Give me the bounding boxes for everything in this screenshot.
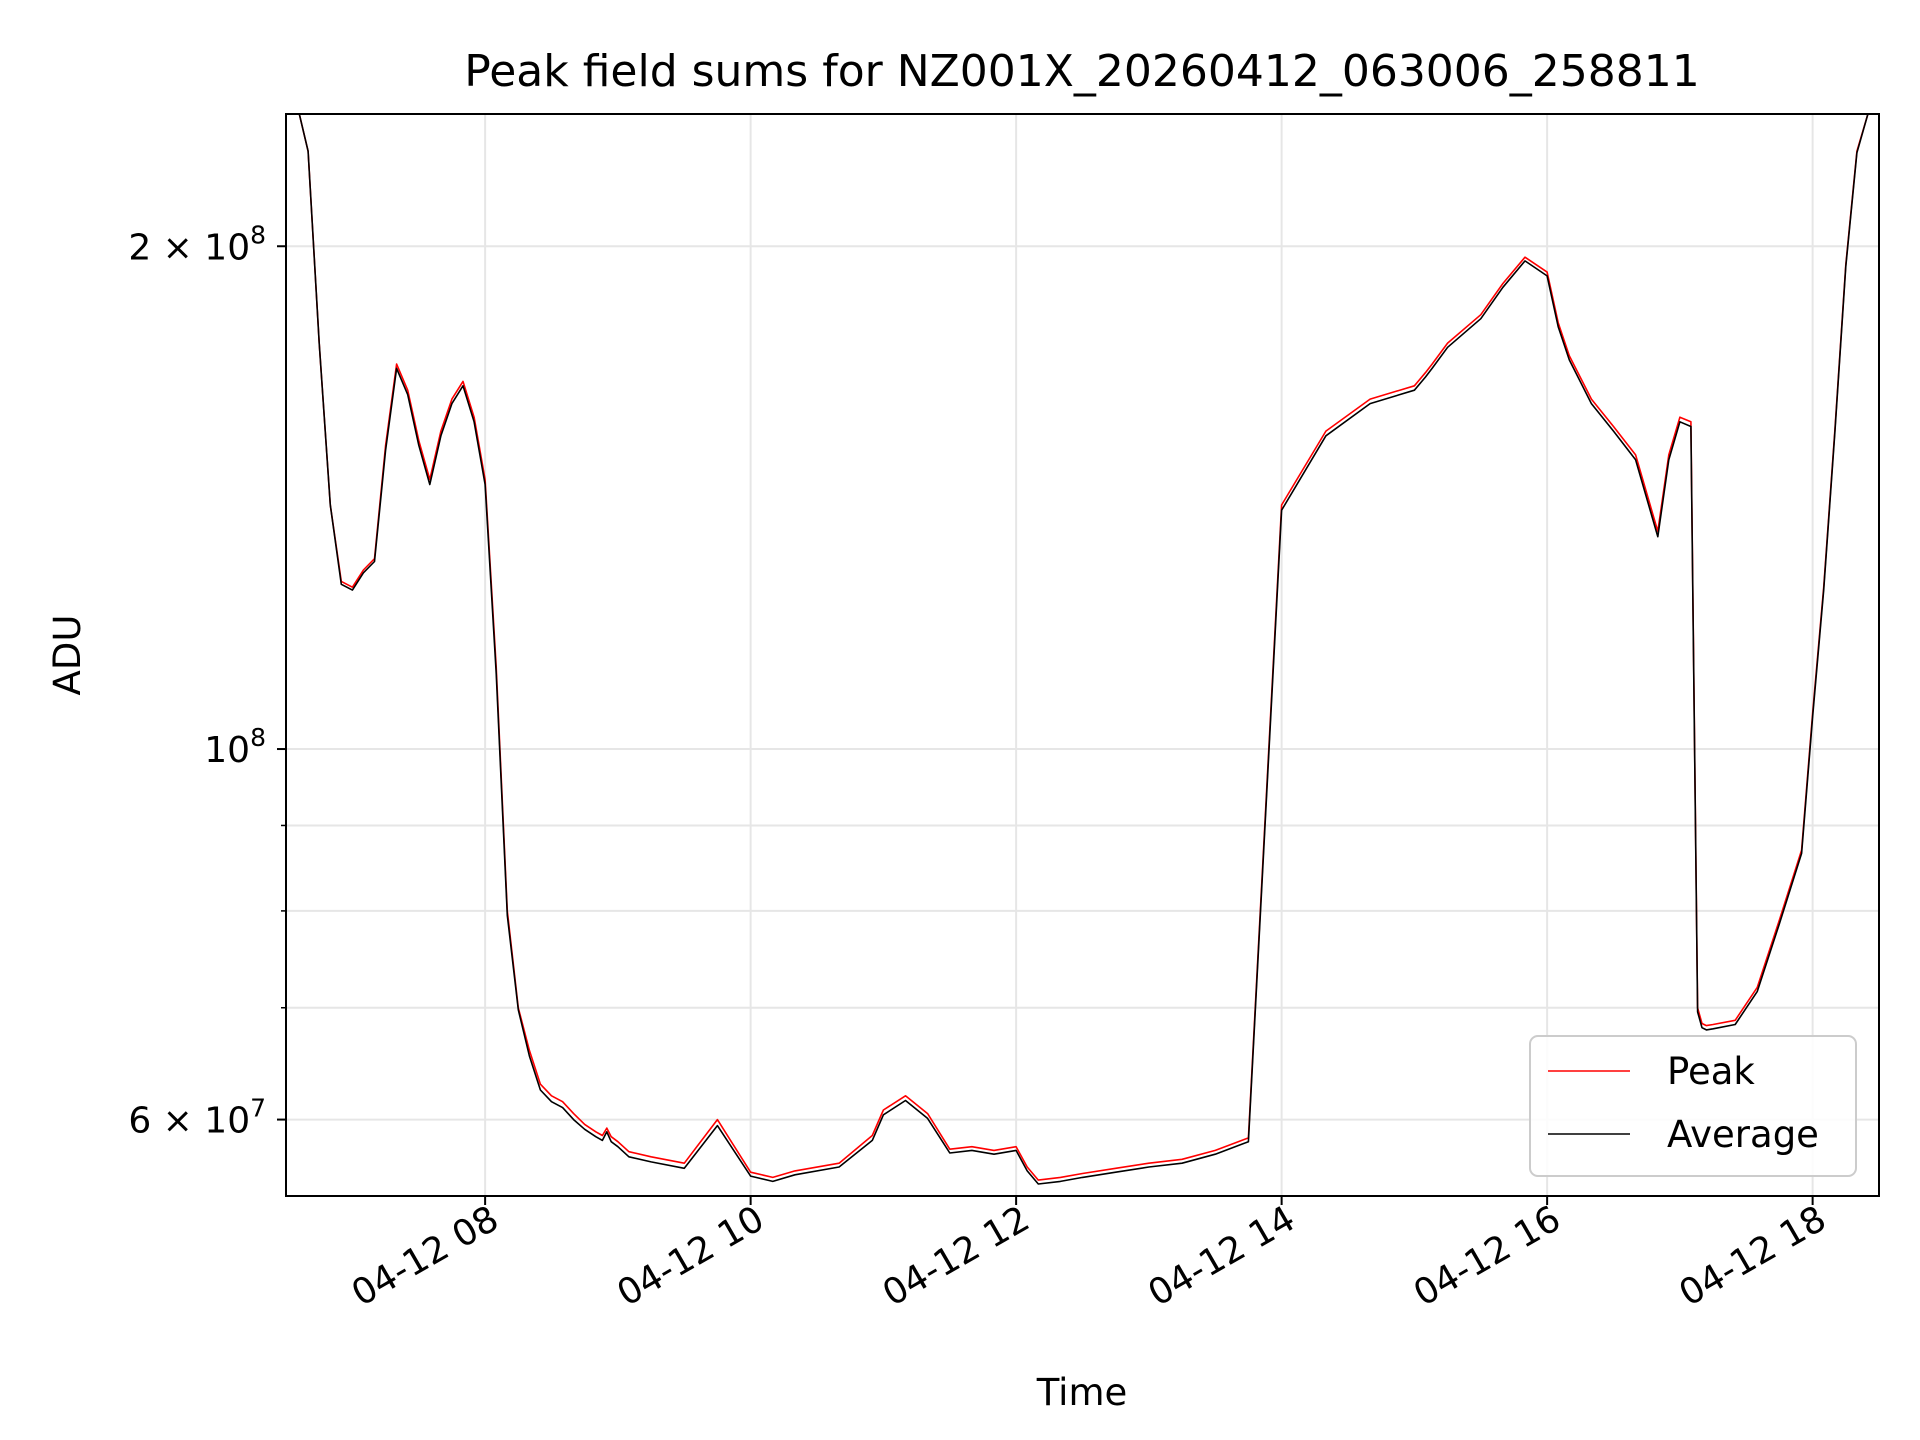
legend: Peak Average [1529, 1035, 1857, 1177]
y-tick-base: 6 × 10 [128, 1101, 250, 1142]
y-tick-label: 6 × 107 [128, 1094, 266, 1142]
chart-title: Peak field sums for NZ001X_20260412_0630… [464, 46, 1700, 97]
series-layer [288, 114, 1869, 1185]
y-tick-base: 2 × 10 [128, 227, 250, 268]
y-tick-exponent: 8 [250, 220, 266, 249]
legend-peak-label: Peak [1667, 1050, 1755, 1093]
y-axis-label: ADU [46, 615, 89, 696]
y-tick-label: 2 × 108 [128, 220, 266, 268]
grid-lines [286, 114, 1879, 1196]
y-tick-exponent: 7 [250, 1094, 266, 1123]
series-line-peak [288, 114, 1869, 1181]
y-tick-exponent: 8 [250, 723, 266, 752]
legend-average-label: Average [1667, 1113, 1819, 1156]
plot-frame [285, 113, 1880, 1197]
series-line-average [288, 114, 1869, 1185]
y-tick-base: 10 [204, 730, 250, 771]
x-axis-label: Time [1036, 1371, 1128, 1414]
y-tick-label: 108 [204, 723, 266, 771]
